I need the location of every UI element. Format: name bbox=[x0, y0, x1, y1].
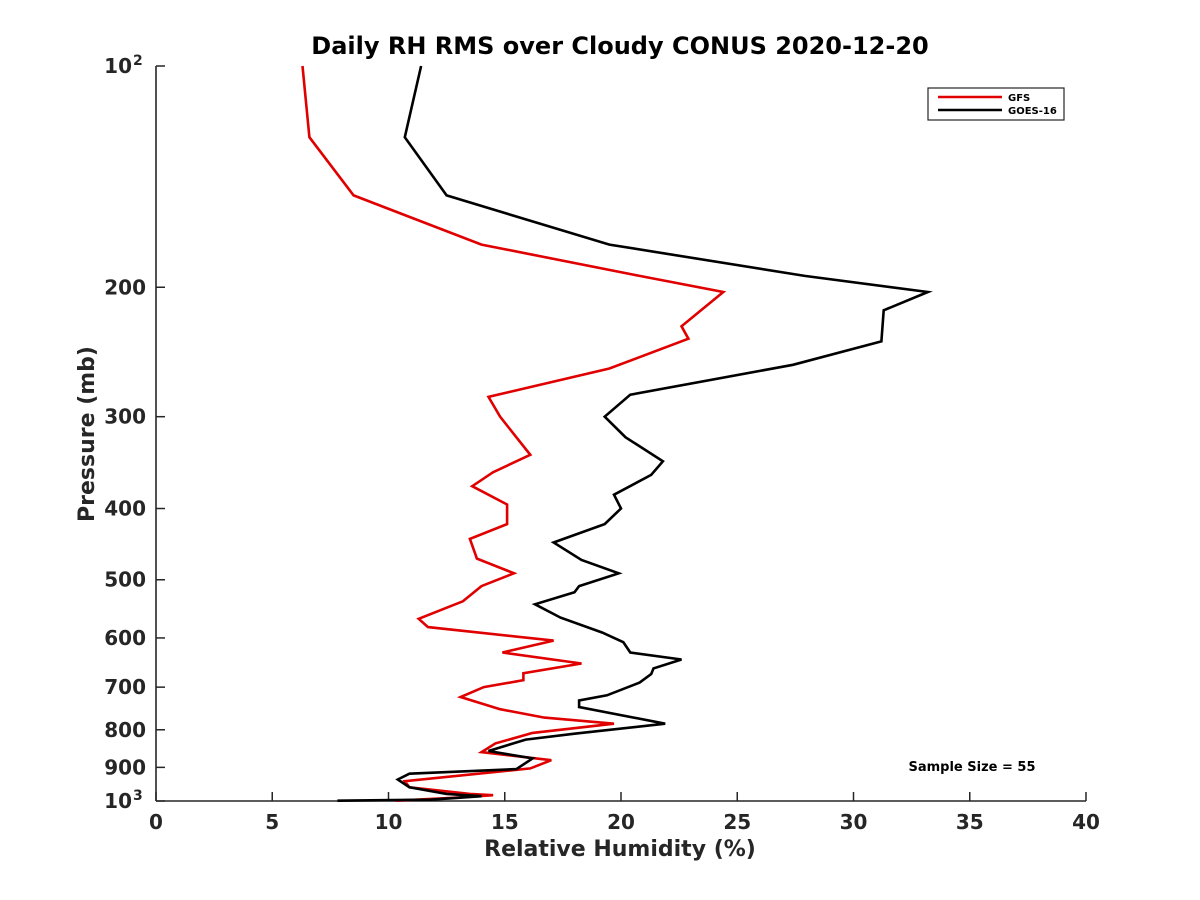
y-tick-exponent: 3 bbox=[133, 788, 143, 804]
sample-size-annotation: Sample Size = 55 bbox=[908, 760, 1035, 775]
y-tick-label: 400 bbox=[104, 497, 146, 521]
y-tick-label: 600 bbox=[104, 626, 146, 650]
x-ticks: 0 5 10 15 20 25 30 35 40 bbox=[149, 792, 1100, 834]
x-tick-label: 5 bbox=[265, 810, 279, 834]
x-axis-label: Relative Humidity (%) bbox=[484, 837, 756, 862]
x-tick-label: 30 bbox=[840, 810, 868, 834]
x-tick-label: 20 bbox=[607, 810, 635, 834]
legend-box bbox=[927, 87, 1065, 121]
x-tick-label: 40 bbox=[1072, 810, 1100, 834]
y-tick-label: 200 bbox=[104, 275, 146, 299]
series-layer bbox=[301, 65, 933, 802]
legend: GFS GOES-16 bbox=[927, 87, 1065, 121]
x-tick-label: 25 bbox=[723, 810, 751, 834]
x-tick-label: 10 bbox=[375, 810, 403, 834]
y-tick-label: 800 bbox=[104, 718, 146, 742]
chart-title: Daily RH RMS over Cloudy CONUS 2020-12-2… bbox=[311, 32, 928, 60]
y-tick-label: 700 bbox=[104, 675, 146, 699]
y-tick-label: 300 bbox=[104, 405, 146, 429]
y-tick-exponent: 2 bbox=[133, 53, 143, 69]
y-tick-label: 500 bbox=[104, 568, 146, 592]
legend-label-gfs: GFS bbox=[1008, 93, 1030, 104]
x-tick-label: 35 bbox=[956, 810, 984, 834]
x-tick-label: 0 bbox=[149, 810, 163, 834]
series-line-gfs bbox=[301, 65, 727, 802]
y-tick-label: 900 bbox=[104, 755, 146, 779]
y-tick-label: 10 bbox=[104, 54, 132, 78]
x-tick-label: 15 bbox=[491, 810, 519, 834]
y-tick-label: 10 bbox=[104, 789, 132, 813]
series-line-goes-16 bbox=[337, 65, 933, 802]
y-axis-label: Pressure (mb) bbox=[75, 346, 100, 522]
legend-label-goes16: GOES-16 bbox=[1008, 106, 1057, 117]
